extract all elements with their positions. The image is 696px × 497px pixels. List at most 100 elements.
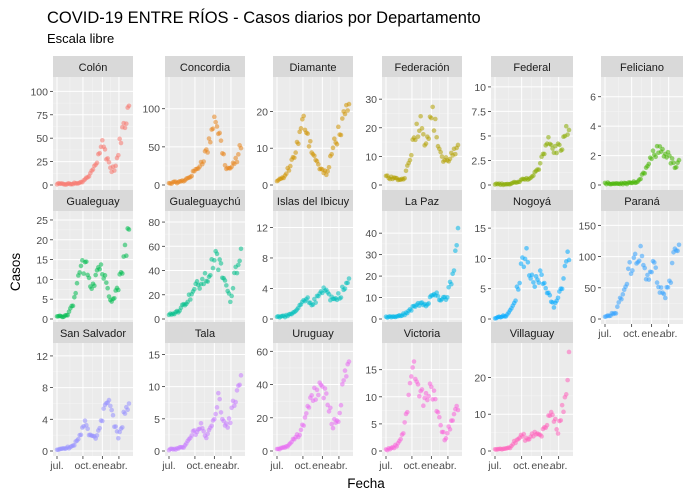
facet-strip-label: Diamante [289,62,336,74]
facet-strip-label: Colón [79,62,108,74]
data-point [559,147,565,152]
data-point [536,167,542,172]
x-tick-label: oct. [74,460,91,472]
data-point [528,276,533,281]
data-point [100,137,105,143]
x-tick-label: ene. [641,328,661,340]
y-tick-label: 0 [42,314,48,326]
data-point [74,280,80,286]
data-point [401,431,406,436]
data-point [298,126,304,131]
y-tick-label: 50 [584,283,596,295]
data-point [513,298,518,303]
y-tick-label: 10 [36,274,48,286]
y-tick-label: 25 [36,215,48,227]
data-point [431,388,437,393]
data-point [665,149,671,155]
facet-strip [53,322,133,343]
data-point [338,132,344,138]
data-point [555,431,561,436]
data-point [212,258,217,263]
data-point [638,176,643,182]
data-point [453,151,458,157]
facet-panel: Gualeguay 0 5 10 15 20 25 [36,190,133,326]
y-tick-label: 80 [148,217,160,229]
data-point [297,432,302,438]
y-tick-label: 0 [371,446,377,458]
data-point [72,295,77,300]
data-point [325,169,330,174]
data-point [102,147,108,152]
y-tick-label: 0 [154,180,160,192]
data-point [126,401,132,406]
data-point [217,130,222,136]
data-point [340,116,345,121]
data-point [233,155,238,161]
data-point [430,104,435,110]
facet-strip [491,190,573,211]
data-point [429,115,434,121]
data-point [198,420,204,426]
data-point [126,103,132,109]
data-point [306,405,312,410]
data-point [642,265,648,271]
facet-panel: Uruguay 0 20 40 60 jul. oct. ene.abr. [256,322,353,472]
y-tick-label: 6 [590,92,596,104]
data-point [653,154,659,160]
data-point [309,393,314,398]
data-point [566,349,572,355]
data-point [449,281,454,287]
data-point [201,281,206,287]
facet-strip [273,190,353,211]
data-point [316,162,321,167]
panel-background [491,77,573,190]
data-point [229,293,234,299]
data-point [340,382,345,387]
data-point [627,259,632,265]
y-tick-label: 8 [262,253,268,265]
data-point [676,157,682,163]
facet-panel: Tala 0 5 10 15 jul. oct. ene.abr. [148,322,245,472]
data-point [554,150,559,156]
data-point [112,168,117,173]
data-point [536,280,542,285]
data-point [86,275,92,281]
data-point [649,156,654,162]
y-tick-label: 20 [148,290,160,302]
data-point [421,131,426,137]
panel-background [273,211,353,324]
data-point [122,411,128,416]
data-point [565,132,570,137]
x-tick-label: jul. [597,328,611,340]
data-point [124,253,129,259]
data-point [554,427,559,432]
data-point [302,415,308,420]
data-point [305,131,310,136]
data-point [106,397,112,403]
data-point [615,304,620,309]
facet-strip [273,56,353,77]
data-point [433,116,438,122]
x-tick-label: ene. [204,460,224,472]
data-point [645,272,650,278]
y-tick-label: 20 [36,235,48,247]
y-tick-label: 5 [154,414,160,426]
panel-background [53,211,133,324]
data-point [435,410,441,415]
data-point [213,119,218,125]
data-point [101,406,106,411]
facet-strip-label: Federal [513,62,550,74]
data-point [675,248,680,254]
panel-background [491,211,573,324]
y-tick-label: 0 [590,314,596,326]
data-point [451,411,457,417]
data-point [308,138,313,144]
y-tick-label: 60 [256,346,268,358]
data-point [558,418,564,423]
data-point [337,410,342,416]
data-point [676,242,682,248]
data-point [515,287,521,292]
panel-background [491,343,573,456]
facet-panel: Paraná 0 50 100 150 jul. oct. ene.abr. [578,190,683,340]
facet-strip-label: Gualeguay [66,196,120,208]
